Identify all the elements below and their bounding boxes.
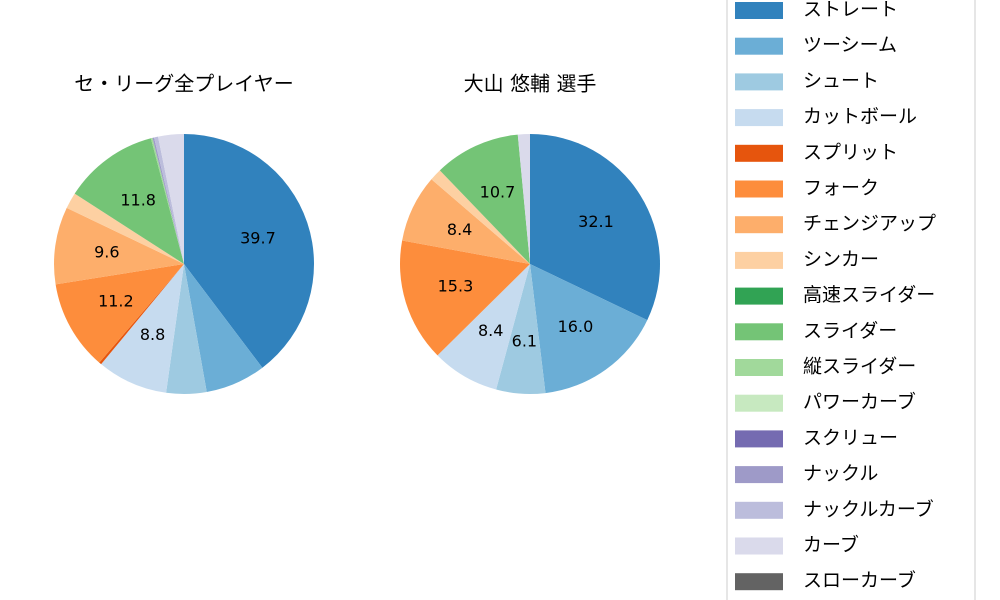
data-label: 6.1 — [512, 331, 537, 350]
legend-swatch — [735, 573, 783, 591]
legend-box — [726, 0, 976, 600]
pie-slice — [437, 264, 530, 390]
legend-label: ストレート — [803, 0, 898, 21]
legend-swatch — [735, 251, 783, 269]
pie-slice — [152, 137, 184, 264]
legend-label: スクリュー — [803, 427, 898, 449]
legend-swatch — [735, 37, 783, 55]
chart-title: セ・リーグ全プレイヤー — [74, 72, 293, 96]
data-label: 9.6 — [94, 242, 119, 261]
legend-swatch — [735, 430, 783, 448]
pie-slice — [99, 264, 184, 365]
data-label: 32.1 — [578, 212, 614, 231]
legend-label: ナックルカーブ — [803, 497, 934, 520]
legend-label: スローカーブ — [803, 569, 916, 592]
legend-label: カットボール — [803, 106, 917, 128]
chart-title: 大山 悠輔 選手 — [464, 72, 597, 96]
legend-label: チェンジアップ — [803, 213, 936, 235]
legend-swatch — [735, 2, 783, 19]
data-label: 39.7 — [240, 229, 276, 248]
data-label: 15.3 — [438, 276, 474, 295]
legend-swatch — [735, 501, 783, 519]
legend-swatch — [735, 394, 783, 412]
pie-slice — [496, 264, 546, 394]
legend-swatch — [735, 323, 783, 341]
pie-slice — [431, 170, 530, 264]
pie-slice — [184, 264, 263, 392]
data-label: 10.7 — [480, 183, 516, 202]
data-label: 8.4 — [447, 220, 472, 239]
legend-label: フォーク — [803, 177, 879, 199]
pie-slice — [66, 193, 184, 264]
legend-swatch — [735, 466, 783, 484]
pie-slice — [154, 136, 184, 264]
legend-label: シンカー — [803, 248, 879, 270]
legend-swatch — [735, 287, 783, 305]
pie-slice — [517, 134, 530, 264]
legend-swatch — [735, 359, 783, 376]
pie-slice — [55, 264, 184, 363]
legend-label: ナックル — [803, 463, 878, 485]
legend-swatch — [735, 73, 783, 91]
legend-swatch — [735, 109, 783, 127]
pie-slice — [439, 134, 530, 264]
legend-label: スプリット — [803, 141, 898, 163]
pie-slice — [530, 134, 660, 321]
pie-slice — [101, 264, 184, 393]
legend-swatch — [735, 144, 783, 162]
legend-label: カーブ — [803, 533, 859, 556]
legend-swatch — [735, 537, 783, 555]
data-label: 11.2 — [98, 292, 134, 311]
pie-slice — [184, 134, 314, 368]
legend-label: 縦スライダー — [803, 356, 916, 378]
legend-label: シュート — [803, 70, 879, 92]
pie-slice — [74, 138, 184, 264]
data-label: 11.8 — [120, 190, 156, 209]
pie-slice — [402, 179, 530, 264]
pie-slice — [54, 207, 185, 285]
legend-label: スライダー — [803, 320, 897, 342]
pie-slice — [166, 264, 207, 394]
pie-slice — [400, 240, 530, 356]
legend-label: パワーカーブ — [803, 390, 916, 413]
data-label: 8.8 — [140, 325, 165, 344]
legend-label: ツーシーム — [803, 34, 897, 56]
data-label: 8.4 — [478, 321, 503, 340]
legend-label: 高速スライダー — [803, 284, 935, 306]
legend-swatch — [735, 180, 783, 198]
pie-slice — [158, 134, 184, 264]
pie-slice — [530, 264, 648, 394]
legend-swatch — [735, 216, 783, 234]
pie-slice — [150, 137, 184, 264]
data-label: 16.0 — [558, 317, 594, 336]
